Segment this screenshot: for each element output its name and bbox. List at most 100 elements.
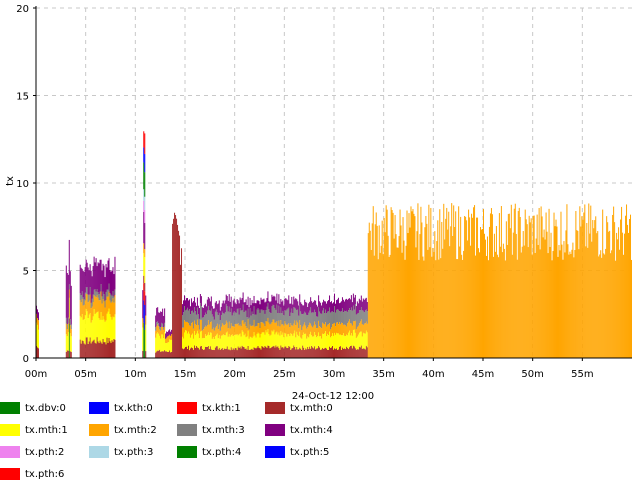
bar [285, 310, 287, 324]
bar [97, 297, 99, 312]
bar [235, 334, 237, 349]
bar [235, 312, 237, 324]
bar [468, 209, 470, 358]
bar [365, 297, 367, 310]
bar [182, 315, 184, 328]
bar [268, 333, 270, 346]
bar [215, 326, 217, 335]
bar [306, 349, 308, 358]
bar [164, 350, 166, 358]
bar [205, 346, 207, 358]
bar [368, 222, 370, 358]
bar [435, 260, 437, 358]
bar [163, 327, 165, 330]
bar [597, 231, 599, 358]
bar [100, 259, 102, 285]
bar [359, 331, 361, 348]
bar [281, 301, 283, 314]
bar [168, 342, 170, 353]
bar [478, 248, 480, 358]
bar [223, 325, 225, 336]
bar [269, 348, 271, 358]
bar [299, 305, 301, 321]
bar [112, 267, 114, 291]
bar [452, 235, 454, 358]
bar [296, 346, 298, 358]
bar [185, 300, 186, 311]
bar [143, 131, 145, 148]
bar [223, 335, 225, 349]
bar [102, 263, 104, 292]
bar [384, 232, 386, 358]
bar [608, 231, 610, 358]
bar [183, 338, 185, 350]
bar [434, 231, 436, 358]
bar [80, 267, 82, 296]
bar [293, 333, 295, 346]
bar [279, 335, 281, 350]
series-3-segment-2 [79, 337, 116, 358]
bar [96, 289, 98, 295]
bar [349, 299, 351, 311]
bar [336, 299, 338, 310]
bar [260, 349, 262, 358]
bar [82, 319, 84, 342]
bar [94, 262, 96, 290]
bar [85, 287, 87, 294]
bar [310, 348, 312, 358]
bar [225, 304, 227, 321]
bar [266, 298, 268, 307]
bar [346, 323, 348, 336]
bar [627, 224, 629, 358]
bar [345, 310, 347, 327]
bar [249, 349, 251, 358]
bar [217, 349, 219, 358]
bar [112, 290, 114, 299]
bar [617, 239, 619, 358]
bar [109, 314, 111, 342]
bar [307, 336, 309, 348]
bar [341, 335, 343, 348]
bar [350, 307, 352, 324]
bar [267, 329, 269, 346]
bar [565, 230, 567, 358]
bar [101, 296, 103, 304]
bar [314, 321, 316, 333]
bar [361, 336, 363, 349]
bar [316, 348, 318, 358]
bar [95, 343, 97, 358]
bar [484, 239, 486, 358]
bar [618, 227, 620, 358]
bar [211, 314, 213, 330]
bar [96, 312, 98, 338]
bar [164, 332, 166, 351]
bar [194, 347, 196, 358]
bar [603, 253, 605, 358]
bar [473, 207, 475, 358]
bar [165, 333, 167, 339]
bar [221, 311, 223, 324]
bar [324, 324, 326, 334]
bar [188, 350, 190, 358]
bar [308, 337, 310, 350]
bar [188, 325, 190, 334]
bar [263, 323, 265, 333]
legend-item: tx.pth:5 [265, 445, 329, 459]
bar [412, 209, 414, 358]
bar [437, 220, 439, 358]
bar [234, 324, 236, 335]
bar [218, 347, 220, 358]
bar [323, 348, 325, 358]
bar [344, 336, 346, 350]
bar [233, 335, 235, 350]
bar [70, 336, 72, 353]
bar [170, 335, 172, 340]
bar [200, 345, 202, 358]
bar [295, 308, 297, 326]
series-9-segment-0 [143, 189, 146, 210]
bar [356, 301, 358, 314]
bar [79, 299, 81, 316]
bar [341, 308, 343, 324]
series-5-segment-3 [142, 243, 147, 328]
bar [436, 241, 438, 358]
